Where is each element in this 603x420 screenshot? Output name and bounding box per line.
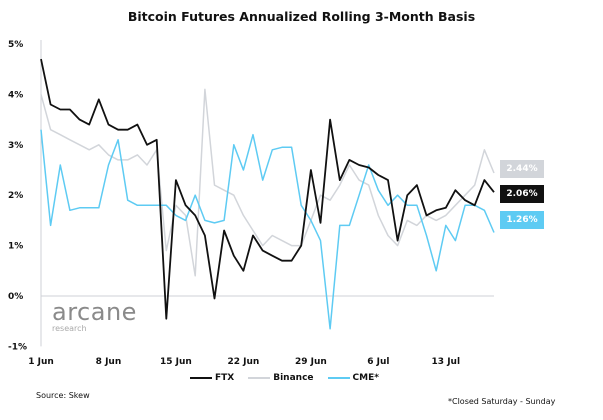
footnote: *Closed Saturday - Sunday bbox=[448, 397, 556, 406]
y-tick-label: 1% bbox=[8, 242, 23, 252]
y-tick-label: 3% bbox=[8, 141, 23, 151]
x-tick-label: 1 Jun bbox=[28, 357, 54, 367]
x-tick-label: 8 Jun bbox=[96, 357, 122, 367]
y-tick-label: 2% bbox=[8, 191, 23, 201]
arcane-logo: arcane research bbox=[52, 300, 137, 333]
x-tick-label: 15 Jun bbox=[160, 357, 192, 367]
legend-item-binance: Binance bbox=[248, 373, 314, 383]
legend-item-ftx: FTX bbox=[190, 373, 234, 383]
source-text: Source: Skew bbox=[36, 391, 90, 400]
chart-title: Bitcoin Futures Annualized Rolling 3-Mon… bbox=[127, 9, 476, 24]
legend: FTX Binance CME* bbox=[190, 373, 379, 383]
ftx-end-label: 2.06% bbox=[500, 185, 544, 203]
series-line-binance bbox=[40, 88, 495, 277]
legend-item-cme: CME* bbox=[327, 373, 379, 383]
series-line-ftx bbox=[40, 58, 495, 320]
legend-label-ftx: FTX bbox=[215, 373, 235, 383]
logo-subtext: research bbox=[52, 324, 87, 333]
legend-swatch-cme bbox=[327, 377, 350, 379]
legend-swatch-ftx bbox=[190, 377, 212, 379]
y-tick-label: -1% bbox=[8, 342, 27, 352]
x-tick-label: 13 Jul bbox=[432, 357, 461, 367]
y-tick-label: 5% bbox=[8, 40, 23, 50]
legend-label-binance: Binance bbox=[273, 373, 314, 383]
logo-text: arcane bbox=[52, 298, 137, 326]
x-tick-label: 22 Jun bbox=[227, 357, 259, 367]
legend-label-cme: CME* bbox=[352, 373, 379, 383]
x-tick-label: 29 Jun bbox=[295, 357, 327, 367]
series-line-cme bbox=[40, 129, 495, 330]
legend-swatch-binance bbox=[248, 377, 271, 379]
y-tick-label: 4% bbox=[8, 90, 23, 100]
cme-end-label: 1.26% bbox=[500, 211, 544, 229]
x-tick-label: 6 Jul bbox=[367, 357, 389, 367]
y-tick-label: 0% bbox=[8, 292, 23, 302]
binance-end-label: 2.44% bbox=[500, 160, 544, 178]
